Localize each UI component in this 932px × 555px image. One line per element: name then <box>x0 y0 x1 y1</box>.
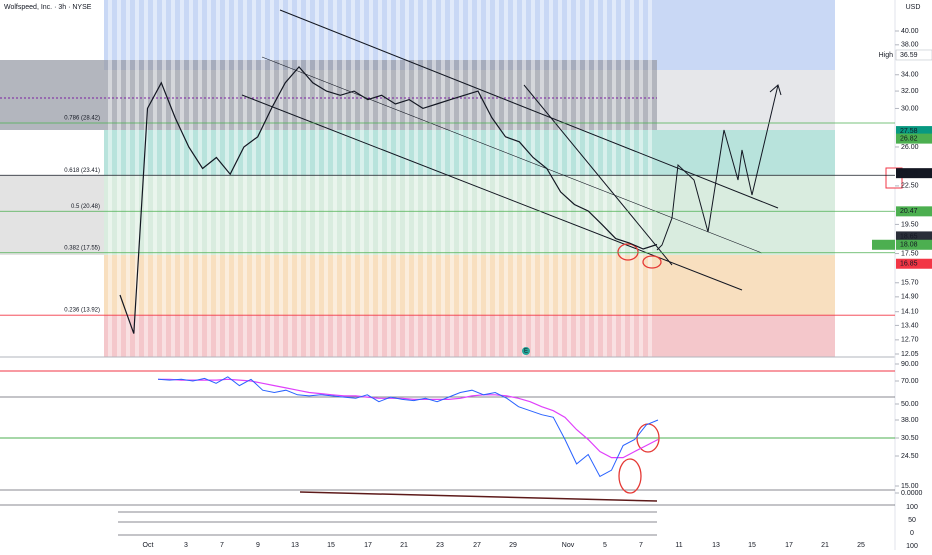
x-tick-label: 15 <box>327 542 335 549</box>
x-tick-label: 7 <box>220 542 224 549</box>
indicator-tick-label: 38.00 <box>901 417 919 424</box>
fib-label: 0.618 (23.41) <box>64 168 100 174</box>
price-tag-name: High <box>879 52 894 59</box>
projection-path <box>656 84 779 251</box>
fib-label: 0.786 (28.42) <box>64 116 100 122</box>
earnings-marker: E <box>524 349 528 355</box>
y-tick-label: 22.50 <box>901 183 919 190</box>
price-tag-bg <box>896 133 932 144</box>
y-tick-label: 32.00 <box>901 88 919 95</box>
price-tag-label: 23.59 <box>900 170 918 177</box>
chart-title: Wolfspeed, Inc. · 3h · NYSE <box>4 4 92 11</box>
x-tick-label: 7 <box>639 542 643 549</box>
y-tick-label: 38.00 <box>901 42 919 49</box>
x-tick-label: Oct <box>143 542 154 549</box>
price-tag-label: 16.85 <box>900 261 918 268</box>
lower-pane-label: 100 <box>906 543 918 550</box>
x-tick-label: Nov <box>562 542 575 549</box>
indicator-values <box>157 376 659 478</box>
price-tag-bg <box>896 239 932 250</box>
x-tick-label: 15 <box>748 542 756 549</box>
price-tag-bg <box>896 206 932 217</box>
y-tick-label: 34.00 <box>901 72 919 79</box>
x-tick-label: 25 <box>857 542 865 549</box>
channel-mid <box>261 56 763 254</box>
price-tag-bg <box>896 258 932 269</box>
lower-pane-label: 100 <box>906 504 918 511</box>
fib-label: 0.236 (13.92) <box>64 308 100 314</box>
lower-pane-label: 0 <box>910 530 914 537</box>
indicator-tick-label: 50.00 <box>901 401 919 408</box>
price-tag-name-bg <box>872 239 895 250</box>
circle-annotation <box>617 243 639 261</box>
y-tick-label: 12.05 <box>901 351 919 358</box>
x-tick-label: 23 <box>436 542 444 549</box>
price-tag-label: 27.58 <box>900 128 918 135</box>
price-tag-label: 36.59 <box>900 52 918 59</box>
price-tag-label: 20.47 <box>900 208 918 215</box>
zone-light <box>657 70 835 130</box>
currency-label: USD <box>906 4 921 11</box>
x-tick-label: 11 <box>675 542 682 549</box>
x-tick-label: 5 <box>603 542 607 549</box>
circle-annotation <box>642 255 662 269</box>
indicator-tick-label: 24.50 <box>901 453 919 460</box>
x-tick-label: 29 <box>509 542 517 549</box>
x-tick-label: 27 <box>473 542 481 549</box>
x-tick-label: 13 <box>291 542 299 549</box>
x-tick-label: 13 <box>712 542 720 549</box>
y-tick-label: 17.50 <box>901 250 919 257</box>
y-tick-label: 14.90 <box>901 294 919 301</box>
y-tick-label: 26.00 <box>901 144 919 151</box>
x-tick-label: 21 <box>400 542 408 549</box>
y-tick-label: 14.10 <box>901 309 919 316</box>
indicator-line <box>299 491 658 502</box>
y-tick-label: 15.70 <box>901 280 919 287</box>
y-tick-label: 19.50 <box>901 221 919 228</box>
x-tick-label: 17 <box>785 542 793 549</box>
indicator-tick-label: 30.50 <box>901 435 919 442</box>
indicator-signal <box>158 378 659 459</box>
y-tick-label: 40.00 <box>901 28 919 35</box>
zone-left <box>0 175 104 255</box>
price-tag-bg <box>895 49 932 61</box>
fib-label: 0.382 (17.55) <box>64 245 100 251</box>
earnings-marker-bg <box>522 347 530 355</box>
price-tag-label: 18.08 <box>900 242 918 249</box>
price-line <box>119 65 658 334</box>
x-tick-label: 17 <box>364 542 372 549</box>
price-tag-label: 26.82 <box>900 135 918 142</box>
session-stripes <box>104 0 657 357</box>
y-tick-label: 13.40 <box>901 322 919 329</box>
x-tick-label: 21 <box>821 542 829 549</box>
indicator-tick-label: 0.0000 <box>901 490 923 497</box>
session-stripes-lower <box>104 360 657 545</box>
x-tick-label: 9 <box>256 542 260 549</box>
price-tag-bg <box>896 231 932 242</box>
price-tag-bg <box>896 126 932 137</box>
y-tick-label: 12.70 <box>901 337 919 344</box>
price-tag-bg <box>896 168 932 179</box>
indicator-tick-label: 70.00 <box>901 378 919 385</box>
projection-arrow <box>769 84 782 96</box>
circle-annotation <box>618 458 642 494</box>
y-tick-label: 30.00 <box>901 105 919 112</box>
indicator-tick-label: 15.00 <box>901 483 919 490</box>
price-tag-label: 18.65 <box>900 233 918 240</box>
fib-label: 0.5 (20.48) <box>71 204 100 210</box>
indicator-tick-label: 90.00 <box>901 361 919 368</box>
x-tick-label: 3 <box>184 542 188 549</box>
lower-pane-label: 50 <box>908 517 916 524</box>
